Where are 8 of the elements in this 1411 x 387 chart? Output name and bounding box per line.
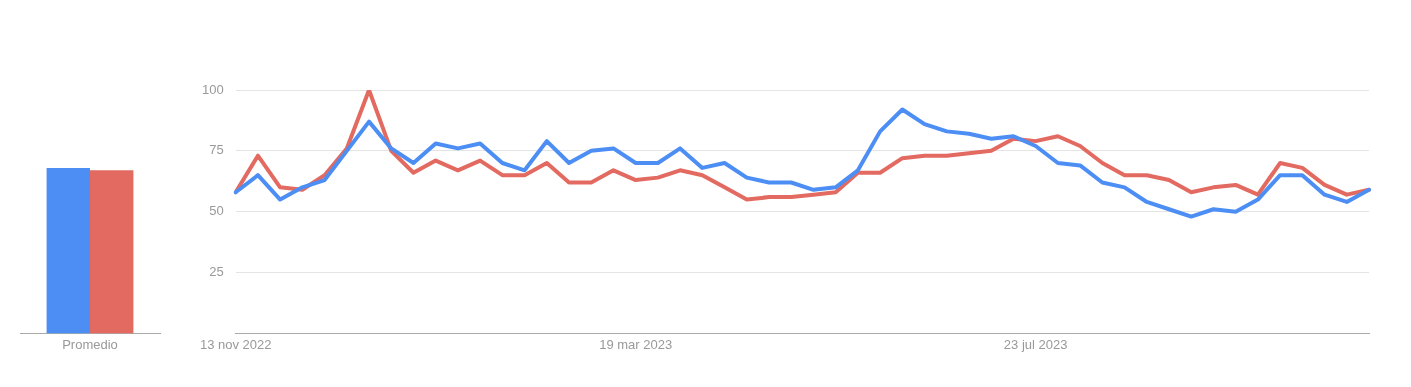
y-tick-label: 25 bbox=[209, 264, 224, 280]
x-tick-label: 23 jul 2023 bbox=[1003, 336, 1068, 352]
y-tick-label: 50 bbox=[209, 203, 224, 219]
x-tick-label: Promedio bbox=[62, 336, 118, 352]
y-tick-label: 75 bbox=[209, 142, 224, 158]
y-tick-label: 100 bbox=[201, 81, 224, 97]
x-tick-label: 13 nov 2022 bbox=[199, 336, 272, 352]
x-tick-label: 19 mar 2023 bbox=[599, 336, 673, 352]
